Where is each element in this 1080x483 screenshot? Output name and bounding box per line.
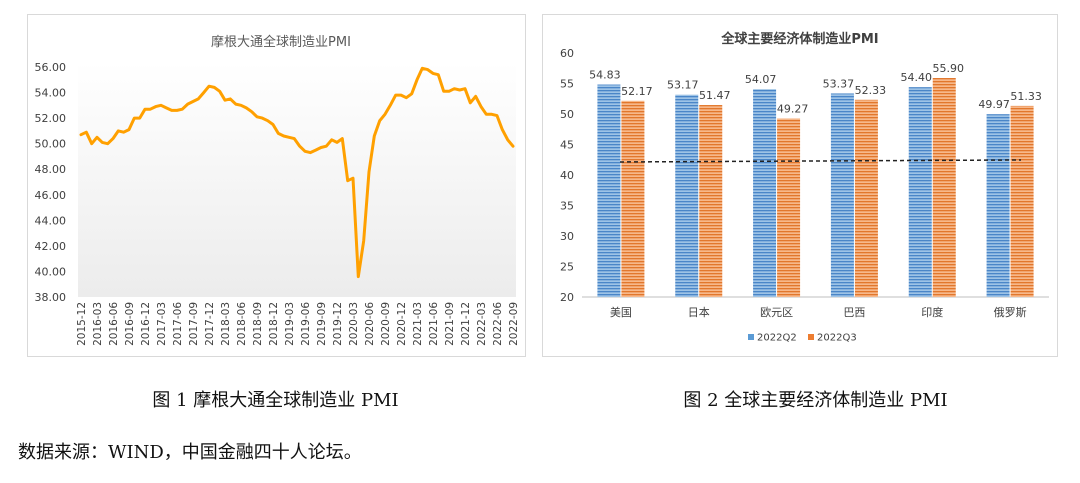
data-label: 53.17 bbox=[667, 79, 699, 92]
bar-2022Q2-欧元区 bbox=[753, 89, 777, 297]
y-tick-label: 45 bbox=[560, 139, 574, 152]
legend-swatch bbox=[808, 334, 814, 340]
data-label: 53.37 bbox=[823, 77, 855, 90]
pmi-line-chart-panel: 摩根大通全球制造业PMI 38.00 40.00 42.00 44.00 46.00 48… bbox=[27, 14, 526, 357]
x-tick-label: 2020-09 bbox=[380, 302, 392, 346]
legend: 2022Q2 2022Q3 bbox=[748, 333, 857, 344]
bar-2022Q3-俄罗斯 bbox=[1010, 105, 1034, 298]
y-tick-label: 55 bbox=[560, 78, 574, 91]
figure-2-caption: 图 2 全球主要经济体制造业 PMI bbox=[683, 390, 948, 411]
x-tick-label: 2017-12 bbox=[204, 302, 216, 346]
x-tick-label: 2017-09 bbox=[188, 302, 200, 346]
x-tick-label: 2020-06 bbox=[364, 302, 376, 346]
x-tick-label: 2018-03 bbox=[220, 302, 232, 346]
bar-2022Q2-俄罗斯 bbox=[986, 114, 1010, 297]
chart-title: 全球主要经济体制造业PMI bbox=[720, 31, 878, 47]
x-tick-label: 2019-03 bbox=[284, 302, 296, 346]
y-tick-label: 25 bbox=[560, 261, 574, 274]
y-tick-label: 56.00 bbox=[35, 61, 67, 74]
data-label: 54.83 bbox=[589, 69, 621, 82]
x-tick-label: 2018-12 bbox=[268, 302, 280, 346]
category-label: 俄罗斯 bbox=[994, 306, 1027, 319]
data-label: 54.07 bbox=[745, 73, 777, 86]
bar-2022Q3-日本 bbox=[699, 105, 723, 298]
bar-2022Q2-日本 bbox=[675, 94, 699, 298]
x-tick-label: 2016-06 bbox=[108, 302, 120, 346]
x-tick-label: 2019-06 bbox=[300, 302, 312, 346]
x-tick-label: 2020-03 bbox=[348, 302, 360, 346]
y-tick-label: 40.00 bbox=[35, 265, 67, 278]
x-tick-label: 2017-06 bbox=[172, 302, 184, 346]
data-label: 49.27 bbox=[777, 102, 809, 115]
data-label: 52.33 bbox=[855, 84, 887, 97]
x-tick-label: 2016-03 bbox=[92, 302, 104, 346]
x-tick-label: 2019-09 bbox=[316, 302, 328, 346]
pmi-series-line bbox=[79, 66, 515, 279]
data-label: 51.33 bbox=[1010, 90, 1041, 103]
economies-bar-chart-panel: 全球主要经济体制造业PMI 20 25 30 35 40 45 50 55 60 54.83 52… bbox=[542, 14, 1058, 357]
bar-2022Q3-印度 bbox=[932, 78, 956, 297]
y-tick-label: 42.00 bbox=[35, 240, 67, 253]
x-tick-label: 2018-09 bbox=[252, 302, 264, 346]
y-tick-label: 52.00 bbox=[35, 112, 67, 125]
x-tick-label: 2017-03 bbox=[156, 302, 168, 346]
y-tick-label: 44.00 bbox=[35, 214, 67, 227]
data-label: 51.47 bbox=[699, 89, 731, 102]
bar-2022Q2-美国 bbox=[597, 84, 621, 297]
bar-2022Q3-欧元区 bbox=[777, 118, 801, 297]
data-source-note: 数据来源：WIND，中国金融四十人论坛。 bbox=[18, 442, 362, 463]
x-tick-label: 2022-09 bbox=[508, 302, 520, 346]
x-tick-label: 2022-06 bbox=[492, 302, 504, 346]
bar-2022Q3-美国 bbox=[621, 100, 645, 297]
category-label: 日本 bbox=[688, 305, 710, 319]
y-tick-label: 46.00 bbox=[35, 189, 67, 202]
bar-2022Q3-巴西 bbox=[854, 99, 878, 297]
x-tick-label: 2019-12 bbox=[332, 302, 344, 346]
legend-label: 2022Q2 bbox=[757, 333, 797, 344]
y-tick-label: 30 bbox=[560, 230, 574, 243]
y-tick-label: 50.00 bbox=[35, 138, 67, 151]
data-label: 49.97 bbox=[978, 98, 1010, 111]
x-tick-label: 2021-12 bbox=[460, 302, 472, 346]
category-label: 巴西 bbox=[843, 306, 865, 319]
bar-2022Q2-巴西 bbox=[830, 93, 854, 298]
data-label: 55.90 bbox=[933, 62, 965, 75]
y-tick-label: 40 bbox=[560, 169, 574, 182]
legend-label: 2022Q3 bbox=[817, 333, 857, 344]
x-tick-label: 2021-03 bbox=[412, 302, 424, 346]
category-label: 欧元区 bbox=[760, 306, 793, 319]
x-tick-label: 2016-09 bbox=[124, 302, 136, 346]
x-tick-label: 2021-06 bbox=[428, 302, 440, 346]
pmi-line-chart: 摩根大通全球制造业PMI 38.00 40.00 42.00 44.00 46.00 48… bbox=[35, 34, 521, 346]
chart-title: 摩根大通全球制造业PMI bbox=[211, 34, 351, 50]
y-tick-label: 35 bbox=[560, 200, 574, 213]
x-tick-label: 2021-09 bbox=[444, 302, 456, 346]
y-tick-label: 60 bbox=[560, 47, 574, 60]
data-label: 54.40 bbox=[901, 71, 933, 84]
plot-area bbox=[78, 62, 516, 297]
x-tick-label: 2022-03 bbox=[476, 302, 488, 346]
legend-swatch bbox=[748, 334, 754, 340]
x-tick-label: 2018-06 bbox=[236, 302, 248, 346]
category-label: 印度 bbox=[921, 305, 943, 319]
figure-1-caption: 图 1 摩根大通全球制造业 PMI bbox=[152, 390, 399, 411]
x-tick-label: 2020-12 bbox=[396, 302, 408, 346]
bar-2022Q2-印度 bbox=[908, 87, 932, 297]
category-label: 美国 bbox=[610, 306, 632, 319]
y-tick-label: 50 bbox=[560, 108, 574, 121]
y-tick-label: 38.00 bbox=[35, 291, 67, 304]
data-label: 52.17 bbox=[621, 85, 653, 98]
y-tick-label: 48.00 bbox=[35, 163, 67, 176]
x-tick-label: 2015-12 bbox=[76, 302, 88, 346]
reference-dashed-line bbox=[619, 159, 1022, 163]
y-tick-label: 20 bbox=[560, 291, 574, 304]
x-tick-label: 2016-12 bbox=[140, 302, 152, 346]
y-tick-label: 54.00 bbox=[35, 87, 67, 100]
